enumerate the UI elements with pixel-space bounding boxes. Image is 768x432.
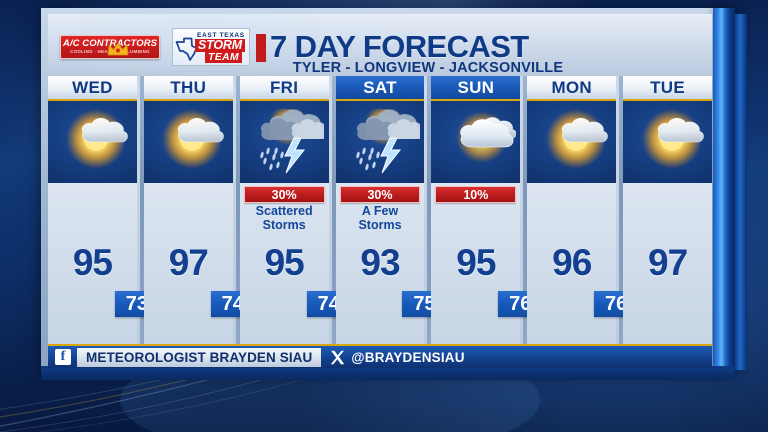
high-temperature: 95 [264, 242, 305, 283]
column-divider [427, 76, 432, 368]
crown-icon [107, 42, 129, 56]
x-twitter-icon[interactable] [329, 349, 346, 366]
panel-frame-base [41, 366, 735, 380]
column-divider [523, 76, 528, 368]
high-temperature: 93 [360, 242, 400, 283]
column-divider [139, 76, 144, 368]
high-temperature: 96 [552, 242, 592, 283]
column-divider [235, 76, 240, 368]
precip-chance-badge [148, 186, 229, 203]
forecast-day-column[interactable]: MON9676S 10 [527, 76, 639, 368]
precip-chance-badge: 10% [435, 186, 517, 203]
low-temperature-row: 76 [431, 289, 543, 319]
condition-text [527, 203, 616, 237]
condition-text [144, 203, 233, 237]
page-subtitle: TYLER - LONGVIEW - JACKSONVILLE [292, 60, 564, 76]
social-footer: f METEOROLOGIST BRAYDEN SIAU @BRAYDENSIA… [48, 344, 712, 368]
panel-frame-right-bevel-outer [735, 14, 747, 370]
sponsor-name: A/C CONTRACTORS [62, 38, 158, 49]
low-temperature-row: 74 [144, 289, 255, 319]
condition-text: A Few Storms [358, 204, 402, 232]
panel-header: A/C CONTRACTORS COOLING · HEATING · PLUM… [48, 14, 712, 76]
station-line-1: EAST TEXAS [197, 32, 245, 39]
panel-frame-right-bevel [713, 8, 735, 374]
forecast-panel: A/C CONTRACTORS COOLING · HEATING · PLUM… [48, 14, 712, 368]
forecast-grid: WED9573S 10THU9774SW 5FRI30%ScatteredSto… [48, 76, 712, 368]
partly-cloudy-icon [66, 109, 129, 169]
high-temperature: 97 [648, 242, 688, 283]
panel-reflection: A/C CONTRACTORS COOLING · HEATING · PLUM… [48, 368, 712, 432]
precip-chance-badge: 30% [243, 186, 325, 203]
mostly-cloudy-icon [455, 111, 516, 163]
day-label-mon: MON [527, 76, 617, 101]
station-line-3: TEAM [205, 52, 242, 63]
precip-chance-badge [52, 186, 133, 203]
condition-text: Scattered Storms [255, 204, 313, 232]
day-label-sun: SUN [431, 76, 521, 101]
texas-outline-icon [175, 37, 198, 61]
title-red-accent-bar [256, 34, 266, 62]
high-temperature: 97 [168, 242, 209, 283]
weather-icon-cell [431, 101, 521, 183]
weather-icon-cell [335, 101, 425, 183]
low-temperature-row: 75 [336, 289, 447, 319]
day-label-wed: WED [48, 76, 137, 101]
weather-icon-cell [143, 101, 233, 183]
high-temperature: 95 [72, 242, 113, 283]
condition-text [623, 203, 712, 237]
low-temperature-row: 74 [240, 289, 351, 319]
thunderstorm-icon [356, 109, 420, 174]
condition-text [431, 203, 520, 237]
condition-text [48, 203, 137, 237]
day-label-sat: SAT [335, 76, 425, 101]
station-logo-east-texas-storm-team[interactable]: EAST TEXAS STORM TEAM [172, 28, 250, 66]
forecast-day-column[interactable]: TUE97S 10 [623, 76, 712, 368]
facebook-icon[interactable]: f [55, 349, 71, 365]
partly-cloudy-icon [162, 109, 224, 169]
day-label-tue: TUE [623, 76, 712, 101]
precip-chance-badge [627, 186, 708, 203]
day-label-thu: THU [143, 76, 233, 101]
partly-cloudy-icon [545, 109, 608, 169]
thunderstorm-icon [260, 109, 325, 174]
page-title: 7 DAY FORECAST [270, 29, 529, 64]
column-divider [619, 76, 624, 368]
social-handle: @BRAYDENSIAU [351, 349, 465, 365]
sponsor-logo-ac-contractors[interactable]: A/C CONTRACTORS COOLING · HEATING · PLUM… [60, 35, 160, 59]
partly-cloudy-icon [641, 109, 704, 169]
column-divider [331, 76, 336, 368]
low-temperature-row [623, 289, 712, 319]
forecast-day-column[interactable]: WED9573S 10 [48, 76, 159, 368]
forecast-day-column[interactable]: THU9774SW 5 [143, 76, 255, 368]
precip-chance-badge: 30% [339, 186, 421, 203]
weather-icon-cell [527, 101, 617, 183]
precip-chance-badge [531, 186, 612, 203]
weather-icon-cell [623, 101, 712, 183]
weather-icon-cell [239, 101, 329, 183]
weather-icon-cell [48, 101, 137, 183]
day-label-fri: FRI [239, 76, 329, 101]
station-line-2: STORM [195, 39, 245, 52]
low-temperature-row: 76 [527, 289, 639, 319]
meteorologist-name: METEOROLOGIST BRAYDEN SIAU [77, 347, 322, 367]
low-temperature-row: 73 [48, 289, 159, 319]
high-temperature: 95 [456, 242, 496, 283]
